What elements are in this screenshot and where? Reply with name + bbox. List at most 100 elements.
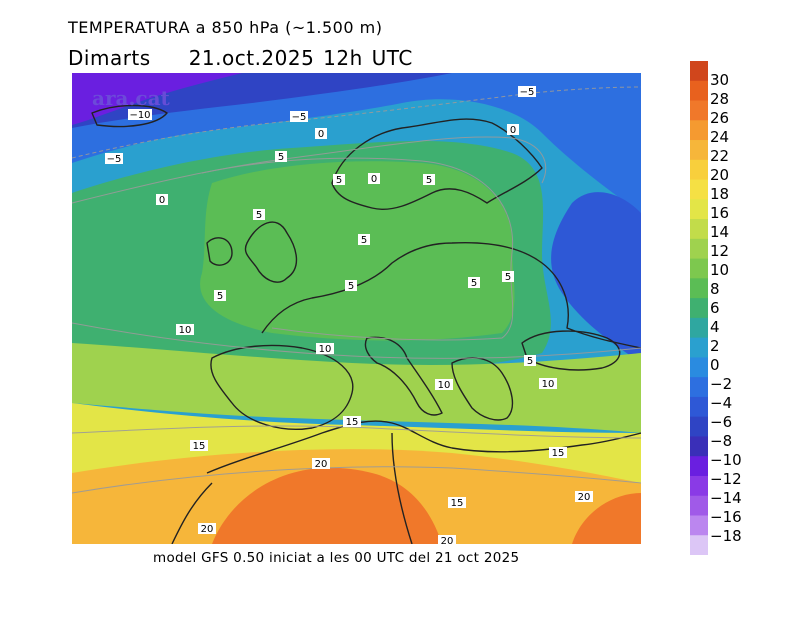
temp-band-east-cold — [551, 192, 641, 363]
colorbar-swatch — [690, 377, 708, 398]
colorbar-tick-label: −12 — [710, 470, 742, 488]
colorbar-swatch — [690, 475, 708, 497]
contour-label-bg — [156, 194, 168, 205]
contour-label: 5 — [426, 175, 432, 186]
colorbar-tick-label: 0 — [710, 356, 720, 374]
contour-label: 20 — [201, 524, 214, 535]
contour-label-bg — [438, 535, 456, 544]
contour-label-bg — [502, 271, 514, 282]
black-sea-coast — [521, 330, 621, 371]
contour-label: 0 — [159, 195, 165, 206]
colorbar-swatch — [690, 436, 708, 457]
temp-band-6 — [200, 161, 515, 341]
colorbar-tick-label: 4 — [710, 318, 720, 336]
contour-label: 5 — [348, 281, 354, 292]
contour-label-bg — [275, 151, 287, 162]
contour-label-bg — [468, 277, 480, 288]
contour-label-bg — [253, 209, 265, 220]
contour-label-bg — [105, 153, 123, 164]
contour-label: 15 — [193, 441, 206, 452]
contour-label-bg — [128, 109, 152, 120]
colorbar-swatch — [690, 515, 708, 536]
colorbar-tick-label: 26 — [710, 109, 730, 127]
contour-5 — [201, 157, 514, 341]
contour-label: 5 — [256, 210, 262, 221]
colorbar-tick-label: −2 — [710, 375, 733, 393]
contour-label: 0 — [510, 125, 516, 136]
contour-label: 10 — [179, 325, 192, 336]
contour-label-bg — [198, 523, 216, 534]
contour-label-bg — [333, 174, 345, 185]
colorbar-swatch — [690, 258, 708, 279]
colorbar-swatch — [690, 535, 708, 555]
colorbar-tick-label: 30 — [710, 71, 730, 89]
contour-label: 5 — [471, 278, 477, 289]
contour-label: 20 — [315, 459, 328, 470]
contour-label-bg — [448, 497, 466, 508]
coastlines — [91, 104, 641, 544]
colorbar-tick-label: 12 — [710, 242, 730, 260]
colorbar-swatch — [690, 219, 708, 240]
contour-label-bg — [315, 128, 327, 139]
contour-20 — [72, 466, 641, 494]
contour-lines — [72, 86, 641, 494]
north-africa-coast — [206, 420, 641, 474]
colorbar-tick-label: 22 — [710, 147, 730, 165]
contour-label-bg — [312, 458, 330, 469]
contour-label: 15 — [346, 417, 359, 428]
map-subtitle: Dimarts 21.oct.2025 12h UTC — [68, 46, 413, 70]
colorbar-tick-label: −14 — [710, 489, 742, 507]
contour-minus5 — [72, 86, 641, 159]
colorbar-tick-label: 18 — [710, 185, 730, 203]
colorbar-tick-label: −16 — [710, 508, 742, 526]
colorbar-swatch — [690, 416, 708, 437]
contour-label: 10 — [438, 380, 451, 391]
colorbar-swatch — [690, 179, 708, 200]
contour-0 — [72, 136, 547, 204]
contour-label-bg — [345, 280, 357, 291]
contour-label-bg — [343, 416, 361, 427]
africa-border — [171, 432, 413, 544]
contour-label: 10 — [319, 344, 332, 355]
contour-label: 0 — [318, 129, 324, 140]
contour-label: 20 — [441, 536, 454, 544]
colorbar-tick-label: 14 — [710, 223, 730, 241]
temp-band-22 — [212, 467, 442, 544]
contour-label-bg — [358, 234, 370, 245]
contour-label-bg — [507, 124, 519, 135]
colorbar-swatch — [690, 159, 708, 181]
iberia-coast — [210, 344, 354, 430]
contour-label: 5 — [527, 356, 533, 367]
temp-band-22-east — [572, 493, 641, 544]
colorbar-swatch — [690, 337, 708, 358]
temp-band-10 — [72, 343, 641, 433]
map-title: TEMPERATURA a 850 hPa (~1.500 m) — [68, 18, 383, 37]
temp-band-minus6 — [72, 73, 641, 213]
british-isles-coast — [206, 221, 298, 283]
contour-label-bg — [316, 343, 334, 354]
scandinavia-coast — [331, 118, 543, 210]
contour-label: 5 — [217, 291, 223, 302]
contour-label: 5 — [505, 272, 511, 283]
contour-label-bg — [524, 355, 536, 366]
contour-label: −5 — [107, 154, 122, 165]
temp-band-minus14 — [72, 73, 242, 125]
contour-label-bg — [435, 379, 453, 390]
model-caption: model GFS 0.50 iniciat a les 00 UTC del … — [153, 550, 520, 566]
colorbar-tick-label: 24 — [710, 128, 730, 146]
colorbar-tick-label: −8 — [710, 432, 733, 450]
colorbar-swatch — [690, 456, 708, 477]
colorbar-tick-label: 16 — [710, 204, 730, 222]
colorbar-tick-label: 20 — [710, 166, 730, 184]
temperature-map: −10 −5 −5 −5 0 0 0 0 5 5 5 5 5 5 5 5 5 10 10 10 10 5 15 15 15 15 2… — [72, 73, 641, 544]
colorbar-swatch — [690, 199, 708, 220]
colorbar-tick-label: 10 — [710, 261, 730, 279]
contour-label: 0 — [371, 174, 377, 185]
contour-label: 15 — [552, 448, 565, 459]
contour-label: 15 — [451, 498, 464, 509]
colorbar-swatch — [690, 317, 708, 339]
contour-labels: −10 −5 −5 −5 0 0 0 0 5 5 5 5 5 5 5 5 5 10 10 10 10 5 15 15 15 15 2… — [105, 86, 593, 544]
contour-label: −5 — [292, 112, 307, 123]
contour-label-bg — [214, 290, 226, 301]
colorbar-swatch — [690, 495, 708, 516]
